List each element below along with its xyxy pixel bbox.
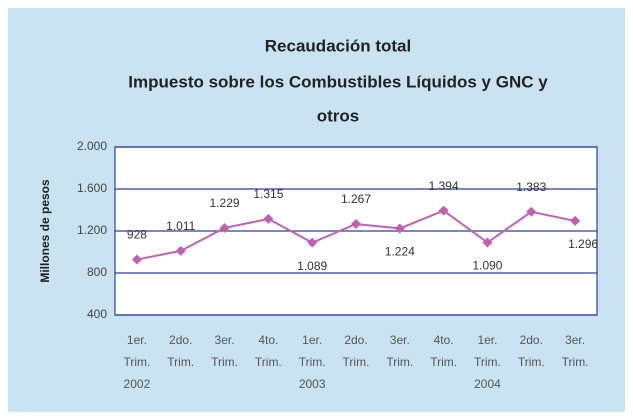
x-tick-label: 2do. <box>169 333 192 347</box>
y-axis-label: Millones de pesos <box>38 179 52 283</box>
y-tick-label: 800 <box>87 265 107 279</box>
x-tick-label: 3er. <box>565 333 585 347</box>
x-tick-label: 4to. <box>258 333 278 347</box>
data-label: 1.315 <box>253 187 283 201</box>
x-tick-label: 1er. <box>302 333 322 347</box>
x-tick-label: Trim. <box>123 355 150 369</box>
data-label: 928 <box>127 228 147 242</box>
data-label: 1.383 <box>516 180 546 194</box>
data-point <box>263 213 274 224</box>
x-tick-label: 2do. <box>344 333 367 347</box>
data-label: 1.011 <box>166 219 195 233</box>
x-tick-label: Trim. <box>299 355 326 369</box>
x-tick-label: Trim. <box>343 355 370 369</box>
data-point <box>219 222 230 233</box>
data-point <box>438 205 449 216</box>
x-tick-label: Trim. <box>255 355 282 369</box>
x-tick-label: Trim. <box>211 355 238 369</box>
data-point <box>482 237 493 248</box>
x-tick-label: 3er. <box>215 333 235 347</box>
x-tick-label: 1er. <box>127 333 147 347</box>
data-point <box>570 215 581 226</box>
x-tick-label: 2do. <box>520 333 543 347</box>
data-label: 1.229 <box>210 196 240 210</box>
y-tick-label: 1.200 <box>77 223 107 237</box>
x-tick-label: Trim. <box>518 355 545 369</box>
y-tick-label: 2.000 <box>77 139 107 153</box>
data-point <box>526 206 537 217</box>
data-label: 1.267 <box>341 192 371 206</box>
chart-title: Recaudación total <box>265 36 411 55</box>
x-tick-label: Trim. <box>562 355 589 369</box>
chart-subtitle: otros <box>317 106 360 125</box>
x-tick-label: 2002 <box>124 377 151 391</box>
x-tick-label: 2004 <box>474 377 501 391</box>
data-point <box>175 245 186 256</box>
plot-border <box>114 146 598 316</box>
y-tick-label: 400 <box>87 307 107 321</box>
y-tick-label: 1.600 <box>77 181 107 195</box>
x-tick-label: 2003 <box>299 377 326 391</box>
data-label: 1.394 <box>429 179 459 193</box>
data-label: 1.090 <box>472 259 502 273</box>
chart-subtitle: Impuesto sobre los Combustibles Líquidos… <box>128 72 548 91</box>
data-label: 1.224 <box>385 245 415 259</box>
x-tick-label: 1er. <box>477 333 497 347</box>
x-tick-label: 4to. <box>434 333 454 347</box>
x-tick-label: Trim. <box>386 355 413 369</box>
x-tick-label: Trim. <box>167 355 194 369</box>
data-point <box>131 254 142 265</box>
data-label: 1.089 <box>297 259 327 273</box>
x-tick-label: 3er. <box>390 333 410 347</box>
data-point <box>351 218 361 229</box>
x-tick-label: Trim. <box>430 355 457 369</box>
data-point <box>307 237 318 248</box>
x-tick-label: Trim. <box>474 355 501 369</box>
data-point <box>394 223 405 234</box>
data-label: 1.296 <box>568 237 598 251</box>
